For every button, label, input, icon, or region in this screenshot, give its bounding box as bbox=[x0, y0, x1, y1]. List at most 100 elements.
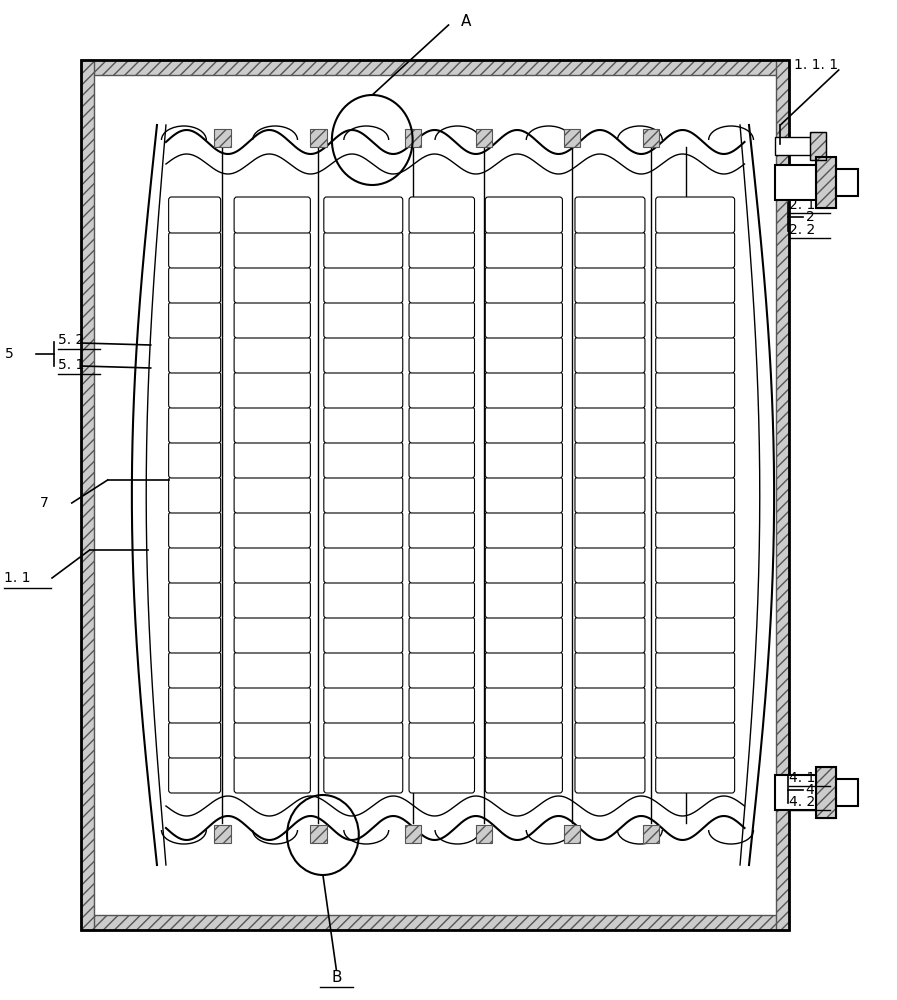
FancyBboxPatch shape bbox=[656, 232, 735, 268]
FancyBboxPatch shape bbox=[324, 372, 403, 408]
FancyBboxPatch shape bbox=[324, 617, 403, 653]
FancyBboxPatch shape bbox=[234, 337, 310, 373]
FancyBboxPatch shape bbox=[409, 302, 475, 338]
FancyBboxPatch shape bbox=[324, 582, 403, 618]
FancyBboxPatch shape bbox=[234, 372, 310, 408]
FancyBboxPatch shape bbox=[656, 302, 735, 338]
FancyBboxPatch shape bbox=[234, 512, 310, 548]
FancyBboxPatch shape bbox=[169, 372, 221, 408]
FancyBboxPatch shape bbox=[575, 512, 645, 548]
Text: 7: 7 bbox=[40, 496, 49, 510]
Bar bbox=[564, 825, 580, 843]
FancyBboxPatch shape bbox=[234, 267, 310, 303]
FancyBboxPatch shape bbox=[169, 477, 221, 513]
Bar bbox=[816, 767, 836, 818]
FancyBboxPatch shape bbox=[485, 477, 562, 513]
FancyBboxPatch shape bbox=[485, 267, 562, 303]
Bar bbox=[810, 132, 826, 160]
Text: A: A bbox=[461, 14, 472, 29]
FancyBboxPatch shape bbox=[169, 337, 221, 373]
FancyBboxPatch shape bbox=[409, 337, 475, 373]
FancyBboxPatch shape bbox=[656, 722, 735, 758]
FancyBboxPatch shape bbox=[575, 337, 645, 373]
FancyBboxPatch shape bbox=[324, 477, 403, 513]
Text: 5. 1: 5. 1 bbox=[58, 358, 84, 372]
FancyBboxPatch shape bbox=[324, 197, 403, 233]
FancyBboxPatch shape bbox=[324, 302, 403, 338]
FancyBboxPatch shape bbox=[575, 302, 645, 338]
FancyBboxPatch shape bbox=[324, 687, 403, 723]
FancyBboxPatch shape bbox=[409, 372, 475, 408]
FancyBboxPatch shape bbox=[169, 582, 221, 618]
FancyBboxPatch shape bbox=[324, 267, 403, 303]
FancyBboxPatch shape bbox=[485, 232, 562, 268]
Bar bbox=[405, 129, 421, 147]
FancyBboxPatch shape bbox=[409, 757, 475, 793]
FancyBboxPatch shape bbox=[409, 652, 475, 688]
FancyBboxPatch shape bbox=[169, 302, 221, 338]
Bar bbox=[81, 915, 789, 930]
Bar bbox=[816, 157, 836, 208]
Text: B: B bbox=[331, 970, 342, 986]
Bar bbox=[816, 157, 836, 208]
FancyBboxPatch shape bbox=[234, 547, 310, 583]
FancyBboxPatch shape bbox=[485, 617, 562, 653]
FancyBboxPatch shape bbox=[656, 652, 735, 688]
FancyBboxPatch shape bbox=[234, 477, 310, 513]
Text: 5: 5 bbox=[4, 347, 13, 361]
Text: 5. 2: 5. 2 bbox=[58, 333, 84, 347]
FancyBboxPatch shape bbox=[575, 372, 645, 408]
FancyBboxPatch shape bbox=[324, 337, 403, 373]
FancyBboxPatch shape bbox=[656, 687, 735, 723]
FancyBboxPatch shape bbox=[656, 547, 735, 583]
FancyBboxPatch shape bbox=[169, 407, 221, 443]
FancyBboxPatch shape bbox=[234, 197, 310, 233]
FancyBboxPatch shape bbox=[575, 582, 645, 618]
Text: 4. 1: 4. 1 bbox=[789, 771, 815, 785]
FancyBboxPatch shape bbox=[324, 232, 403, 268]
FancyBboxPatch shape bbox=[656, 197, 735, 233]
Bar bbox=[214, 129, 231, 147]
FancyBboxPatch shape bbox=[575, 687, 645, 723]
FancyBboxPatch shape bbox=[575, 197, 645, 233]
Bar bbox=[643, 129, 659, 147]
FancyBboxPatch shape bbox=[575, 547, 645, 583]
FancyBboxPatch shape bbox=[656, 512, 735, 548]
FancyBboxPatch shape bbox=[409, 477, 475, 513]
FancyBboxPatch shape bbox=[485, 442, 562, 478]
FancyBboxPatch shape bbox=[324, 722, 403, 758]
FancyBboxPatch shape bbox=[169, 687, 221, 723]
Text: 1. 1. 1: 1. 1. 1 bbox=[794, 58, 838, 72]
Bar bbox=[643, 825, 659, 843]
FancyBboxPatch shape bbox=[169, 617, 221, 653]
Bar bbox=[81, 60, 94, 930]
Bar bbox=[310, 129, 327, 147]
FancyBboxPatch shape bbox=[656, 442, 735, 478]
FancyBboxPatch shape bbox=[409, 512, 475, 548]
FancyBboxPatch shape bbox=[409, 197, 475, 233]
FancyBboxPatch shape bbox=[169, 197, 221, 233]
Text: 1. 1: 1. 1 bbox=[4, 571, 31, 585]
FancyBboxPatch shape bbox=[575, 757, 645, 793]
FancyBboxPatch shape bbox=[234, 652, 310, 688]
Text: 2. 1: 2. 1 bbox=[789, 198, 815, 212]
FancyBboxPatch shape bbox=[169, 757, 221, 793]
Bar bbox=[564, 129, 580, 147]
Bar bbox=[775, 165, 818, 200]
FancyBboxPatch shape bbox=[234, 302, 310, 338]
FancyBboxPatch shape bbox=[234, 407, 310, 443]
FancyBboxPatch shape bbox=[575, 652, 645, 688]
FancyBboxPatch shape bbox=[169, 232, 221, 268]
FancyBboxPatch shape bbox=[409, 267, 475, 303]
FancyBboxPatch shape bbox=[234, 617, 310, 653]
FancyBboxPatch shape bbox=[485, 582, 562, 618]
FancyBboxPatch shape bbox=[324, 547, 403, 583]
Bar bbox=[476, 825, 492, 843]
Bar bbox=[310, 825, 327, 843]
Bar bbox=[836, 779, 858, 806]
FancyBboxPatch shape bbox=[656, 477, 735, 513]
FancyBboxPatch shape bbox=[485, 407, 562, 443]
FancyBboxPatch shape bbox=[169, 442, 221, 478]
Bar bbox=[214, 825, 231, 843]
FancyBboxPatch shape bbox=[169, 512, 221, 548]
